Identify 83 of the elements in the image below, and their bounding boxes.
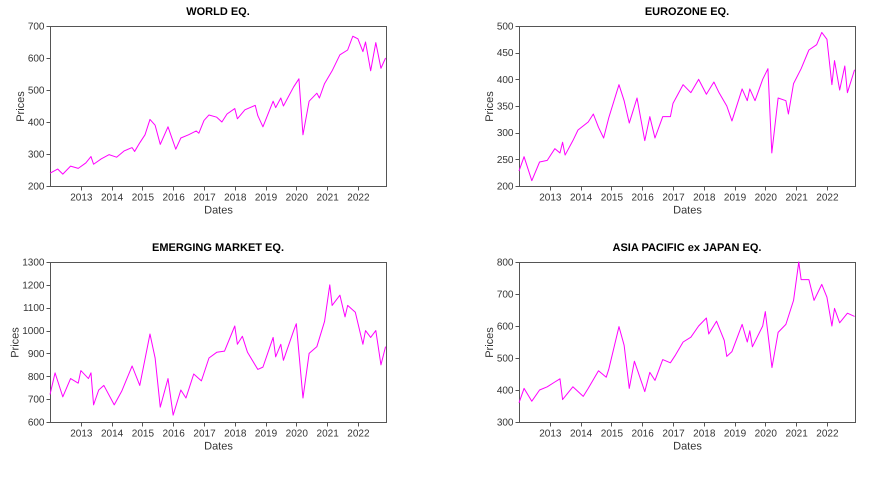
y-tick-label: 800 <box>496 258 514 268</box>
x-tick-label: 2020 <box>754 428 778 440</box>
x-tick-label: 2022 <box>347 192 370 204</box>
y-tick-label: 700 <box>28 22 45 32</box>
x-tick-label: 2020 <box>754 192 778 204</box>
y-tick-label: 1300 <box>22 258 45 268</box>
x-tick-label: 2013 <box>70 428 93 440</box>
y-tick-label: 500 <box>496 354 514 364</box>
x-tick-label: 2014 <box>570 192 593 204</box>
x-tick-label: 2019 <box>724 428 747 440</box>
y-tick-label: 400 <box>496 74 514 86</box>
x-axis-title: Dates <box>204 440 234 452</box>
y-tick-label: 600 <box>496 322 514 332</box>
y-tick-label: 500 <box>28 86 45 96</box>
y-tick-label: 300 <box>496 418 514 428</box>
line-series <box>50 36 386 175</box>
y-axis-title: Prices <box>14 90 27 122</box>
x-tick-label: 2020 <box>286 192 308 204</box>
x-tick-label: 2021 <box>786 192 808 204</box>
y-tick-label: 250 <box>496 154 514 166</box>
x-tick-label: 2015 <box>132 428 154 440</box>
x-tick-label: 2013 <box>539 192 562 204</box>
y-tick-label: 200 <box>496 182 514 192</box>
x-tick-label: 2016 <box>632 192 654 204</box>
x-tick-label: 2018 <box>693 428 716 440</box>
y-tick-label: 700 <box>496 290 514 300</box>
x-tick-label: 2018 <box>693 192 716 204</box>
y-tick-label: 300 <box>496 128 514 140</box>
x-tick-label: 2019 <box>254 428 278 440</box>
x-tick-label: 2021 <box>786 428 808 440</box>
x-tick-label: 2014 <box>100 192 124 204</box>
y-tick-label: 450 <box>496 48 514 60</box>
y-axis-title: Prices <box>9 326 22 358</box>
x-tick-label: 2020 <box>286 428 308 440</box>
x-tick-label: 2019 <box>254 192 278 204</box>
x-tick-label: 2014 <box>100 428 124 440</box>
x-tick-label: 2015 <box>600 192 624 204</box>
x-tick-label: 2021 <box>316 428 340 440</box>
x-tick-label: 2014 <box>570 428 593 440</box>
x-tick-label: 2016 <box>162 192 186 204</box>
x-tick-label: 2017 <box>662 192 686 204</box>
x-tick-label: 2022 <box>347 428 370 440</box>
x-tick-label: 2017 <box>662 428 686 440</box>
chart-title: ASIA PACIFIC ex JAPAN EQ. <box>612 242 762 254</box>
x-tick-label: 2021 <box>316 192 340 204</box>
y-tick-label: 300 <box>28 150 45 160</box>
y-axis-title: Prices <box>484 90 496 122</box>
y-tick-label: 600 <box>28 418 45 428</box>
y-tick-label: 900 <box>28 348 45 360</box>
y-tick-label: 1000 <box>22 326 45 338</box>
x-tick-label: 2018 <box>224 192 247 204</box>
x-tick-label: 2018 <box>224 428 247 440</box>
line-series <box>518 262 856 404</box>
y-axis-title: Prices <box>484 326 496 358</box>
y-tick-label: 1200 <box>22 280 45 292</box>
x-tick-label: 2019 <box>724 192 747 204</box>
x-tick-label: 2022 <box>816 192 839 204</box>
x-tick-label: 2017 <box>193 192 216 204</box>
y-tick-label: 700 <box>28 394 45 406</box>
line-series <box>50 284 386 416</box>
y-tick-label: 1100 <box>22 303 45 314</box>
chart-title: EUROZONE EQ. <box>644 6 730 18</box>
x-tick-label: 2016 <box>162 428 186 440</box>
y-tick-label: 500 <box>496 22 514 32</box>
x-axis-title: Dates <box>673 204 702 216</box>
chart-title: EMERGING MARKET EQ. <box>152 242 284 254</box>
y-tick-label: 200 <box>28 182 45 192</box>
x-tick-label: 2022 <box>816 428 839 440</box>
y-tick-label: 600 <box>28 54 45 64</box>
x-tick-label: 2016 <box>632 428 654 440</box>
x-tick-label: 2013 <box>70 192 93 204</box>
y-tick-label: 800 <box>28 372 45 383</box>
x-tick-label: 2013 <box>539 428 562 440</box>
x-tick-label: 2015 <box>600 428 624 440</box>
y-tick-label: 400 <box>28 118 45 128</box>
y-tick-label: 400 <box>496 386 514 396</box>
chart-title: WORLD EQ. <box>186 6 250 18</box>
x-axis-title: Dates <box>204 204 234 216</box>
line-series <box>518 32 856 182</box>
x-tick-label: 2017 <box>193 428 216 440</box>
y-tick-label: 350 <box>496 102 514 112</box>
x-axis-title: Dates <box>673 440 702 452</box>
x-tick-label: 2015 <box>132 192 154 204</box>
